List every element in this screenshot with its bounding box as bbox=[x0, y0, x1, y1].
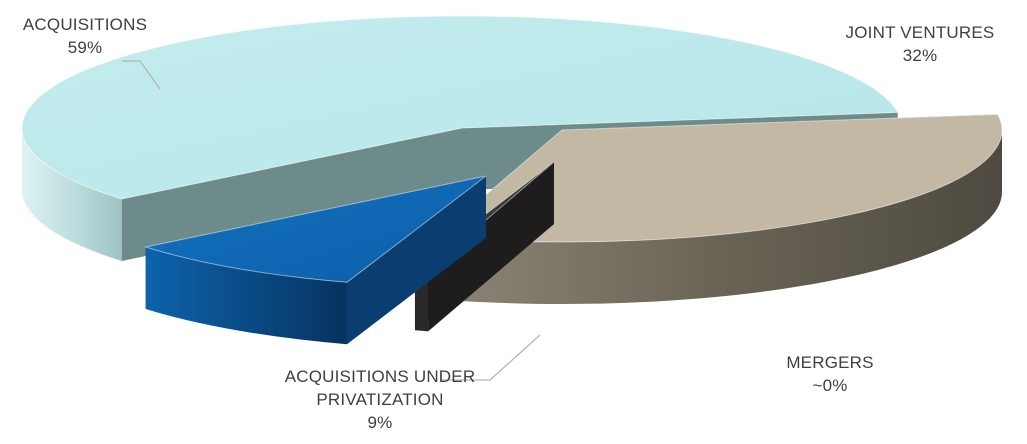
slice-acquisitions-under-privatization-side-0 bbox=[145, 247, 347, 345]
label-privatization-value: 9% bbox=[367, 413, 393, 432]
label-acquisitions-name: ACQUISITIONS bbox=[22, 15, 148, 34]
label-joint-ventures-value: 32% bbox=[902, 46, 938, 65]
slice-acquisitions-under-privatization bbox=[143, 175, 487, 345]
label-acquisitions-value: 59% bbox=[67, 38, 103, 57]
label-privatization-line2: PRIVATIZATION bbox=[316, 390, 444, 409]
leader-acquisitions-under-privatization bbox=[440, 334, 541, 381]
label-mergers-value: ~0% bbox=[812, 376, 848, 395]
label-mergers-name: MERGERS bbox=[786, 353, 874, 372]
label-acquisitions: ACQUISITIONS 59% bbox=[20, 13, 150, 59]
slice-joint-ventures-side-0 bbox=[436, 130, 1002, 304]
leader-acquisitions bbox=[122, 60, 161, 90]
slice-acquisitions-wall-0 bbox=[121, 128, 462, 262]
label-acquisitions-under-privatization: ACQUISITIONS UNDER PRIVATIZATION 9% bbox=[250, 365, 510, 434]
label-joint-ventures: JOINT VENTURES 32% bbox=[810, 21, 1027, 67]
slice-joint-ventures bbox=[434, 113, 1003, 304]
label-privatization-line1: ACQUISITIONS UNDER bbox=[284, 367, 476, 386]
slice-acquisitions-top bbox=[21, 15, 899, 200]
slice-acquisitions-side-0 bbox=[21, 128, 122, 262]
label-joint-ventures-name: JOINT VENTURES bbox=[845, 23, 995, 42]
label-mergers: MERGERS ~0% bbox=[760, 351, 900, 397]
slice-acquisitions-under-privatization-top bbox=[143, 175, 487, 283]
slice-joint-ventures-top bbox=[434, 113, 1003, 243]
slice-mergers-wall-1 bbox=[414, 162, 554, 331]
